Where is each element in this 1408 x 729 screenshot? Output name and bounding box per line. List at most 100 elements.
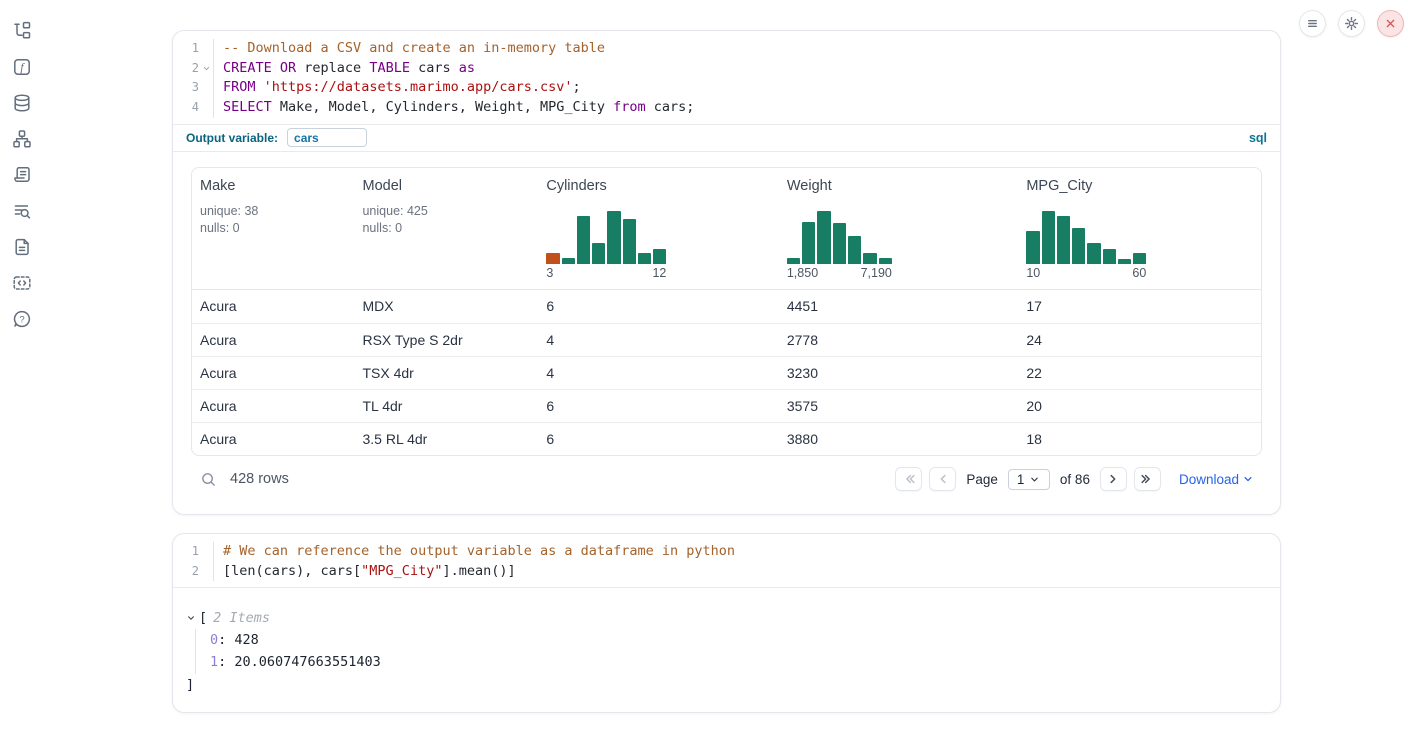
table-cell: Acura <box>192 365 354 381</box>
table-cell: 3230 <box>779 365 1018 381</box>
axis-max-label: 7,190 <box>861 266 892 280</box>
table-cell: 4 <box>538 365 779 381</box>
list-item: 1: 20.060747663551403 <box>210 651 1280 673</box>
settings-button[interactable] <box>1338 10 1365 37</box>
search-icon[interactable] <box>200 471 217 488</box>
list-item-value: 428 <box>234 632 258 648</box>
column-stats: unique: 38nulls: 0 <box>200 203 346 237</box>
svg-text:f: f <box>20 62 25 74</box>
data-table: Makeunique: 38nulls: 0Modelunique: 425nu… <box>191 167 1262 456</box>
histogram-bar <box>546 253 559 264</box>
code-line[interactable]: 2[len(cars), cars["MPG_City"].mean()] <box>179 562 1280 582</box>
code-line[interactable]: 2 CREATE OR replace TABLE cars as <box>179 59 1280 79</box>
histogram-bar <box>562 258 575 264</box>
dependency-graph-icon[interactable] <box>12 129 32 149</box>
page-select[interactable]: 1 <box>1008 469 1050 490</box>
file-tree-icon[interactable] <box>12 21 32 41</box>
output-variable-row: Output variable: sql <box>173 124 1280 152</box>
logs-icon[interactable] <box>12 165 32 185</box>
histogram-bars <box>787 211 892 264</box>
table-cell: 4 <box>538 332 779 348</box>
download-button[interactable]: Download <box>1179 472 1254 487</box>
shutdown-button[interactable] <box>1377 10 1404 37</box>
table-cell: Acura <box>192 398 354 414</box>
table-cell: 6 <box>538 398 779 414</box>
list-close-bracket: ] <box>186 674 1280 696</box>
table-cell: Acura <box>192 298 354 314</box>
menu-button[interactable] <box>1299 10 1326 37</box>
table-cell: 6 <box>538 298 779 314</box>
list-item-index: 1 <box>210 654 218 670</box>
table-cell: Acura <box>192 431 354 447</box>
data-sources-icon[interactable] <box>12 93 32 113</box>
column-name: MPG_City <box>1026 178 1253 194</box>
first-page-button[interactable] <box>895 467 922 491</box>
histogram-bar <box>833 223 846 264</box>
prev-page-button[interactable] <box>929 467 956 491</box>
histogram-bar <box>592 243 605 264</box>
axis-max-label: 12 <box>652 266 666 280</box>
code-line[interactable]: 1# We can reference the output variable … <box>179 542 1280 562</box>
code-text: FROM 'https://datasets.marimo.app/cars.c… <box>213 78 581 98</box>
fold-gutter <box>199 98 213 118</box>
svg-text:?: ? <box>19 314 24 325</box>
row-count: 428 rows <box>230 471 289 487</box>
histogram-bar <box>1042 211 1055 264</box>
fold-gutter <box>199 39 213 59</box>
fold-chevron-icon[interactable] <box>199 59 213 79</box>
column-name: Cylinders <box>546 178 771 194</box>
snippets-icon[interactable] <box>12 273 32 293</box>
code-text: -- Download a CSV and create an in-memor… <box>213 39 605 59</box>
axis-max-label: 60 <box>1132 266 1146 280</box>
table-body: AcuraMDX6445117AcuraRSX Type S 2dr427782… <box>192 290 1261 455</box>
output-variable-input[interactable] <box>287 128 367 147</box>
histogram-bar <box>1133 253 1146 264</box>
code-text: CREATE OR replace TABLE cars as <box>213 59 475 79</box>
topbar <box>1299 10 1404 37</box>
column-name: Model <box>362 178 530 194</box>
list-items-count: 2 Items <box>213 610 270 626</box>
column-header-cylinders[interactable]: Cylinders312 <box>538 168 779 289</box>
column-header-weight[interactable]: Weight 1,850 7,190 <box>779 168 1018 289</box>
column-header-model[interactable]: Modelunique: 425nulls: 0 <box>354 168 538 289</box>
column-header-make[interactable]: Makeunique: 38nulls: 0 <box>192 168 354 289</box>
list-item: 0: 428 <box>210 629 1280 651</box>
table-row: Acura3.5 RL 4dr6388018 <box>192 422 1261 455</box>
collapse-icon[interactable] <box>186 613 196 623</box>
code-line[interactable]: 1 -- Download a CSV and create an in-memo… <box>179 39 1280 59</box>
table-row: AcuraTSX 4dr4323022 <box>192 356 1261 389</box>
column-name: Weight <box>787 178 1010 194</box>
python-code-editor[interactable]: 1# We can reference the output variable … <box>173 534 1280 587</box>
help-icon[interactable]: ? <box>12 309 32 329</box>
line-number: 2 <box>179 59 199 79</box>
table-cell: Acura <box>192 332 354 348</box>
documentation-icon[interactable] <box>12 237 32 257</box>
last-page-button[interactable] <box>1134 467 1161 491</box>
python-cell: 1# We can reference the output variable … <box>172 533 1281 713</box>
code-text: SELECT Make, Model, Cylinders, Weight, M… <box>213 98 694 118</box>
column-header-mpg_city[interactable]: MPG_City1060 <box>1018 168 1261 289</box>
table-cell: 6 <box>538 431 779 447</box>
code-line[interactable]: 4 SELECT Make, Model, Cylinders, Weight, … <box>179 98 1280 118</box>
sql-code-editor[interactable]: 1 -- Download a CSV and create an in-memo… <box>173 31 1280 124</box>
histogram-bar <box>863 253 876 264</box>
line-number: 3 <box>179 78 199 98</box>
histogram-bar <box>1087 243 1100 264</box>
table-cell: 3880 <box>779 431 1018 447</box>
page-select-value: 1 <box>1017 472 1025 487</box>
code-line[interactable]: 3 FROM 'https://datasets.marimo.app/cars.… <box>179 78 1280 98</box>
find-icon[interactable] <box>12 201 32 221</box>
line-number: 1 <box>179 39 199 59</box>
table-footer: 428 rows Page 1 of 86 Download <box>191 456 1262 503</box>
list-tree-view: [ 2 Items 0: 4281: 20.060747663551403 ] <box>173 588 1280 695</box>
histogram-bars <box>1026 211 1146 264</box>
table-row: AcuraRSX Type S 2dr4277824 <box>192 323 1261 356</box>
functions-icon[interactable]: f <box>12 57 32 77</box>
line-number: 4 <box>179 98 199 118</box>
axis-min-label: 1,850 <box>787 266 818 280</box>
next-page-button[interactable] <box>1100 467 1127 491</box>
histogram-axis: 1,850 7,190 <box>787 266 892 280</box>
list-tree-header: [ 2 Items <box>186 607 1280 629</box>
sql-output-area: Makeunique: 38nulls: 0Modelunique: 425nu… <box>173 152 1280 503</box>
table-header-row: Makeunique: 38nulls: 0Modelunique: 425nu… <box>192 168 1261 290</box>
